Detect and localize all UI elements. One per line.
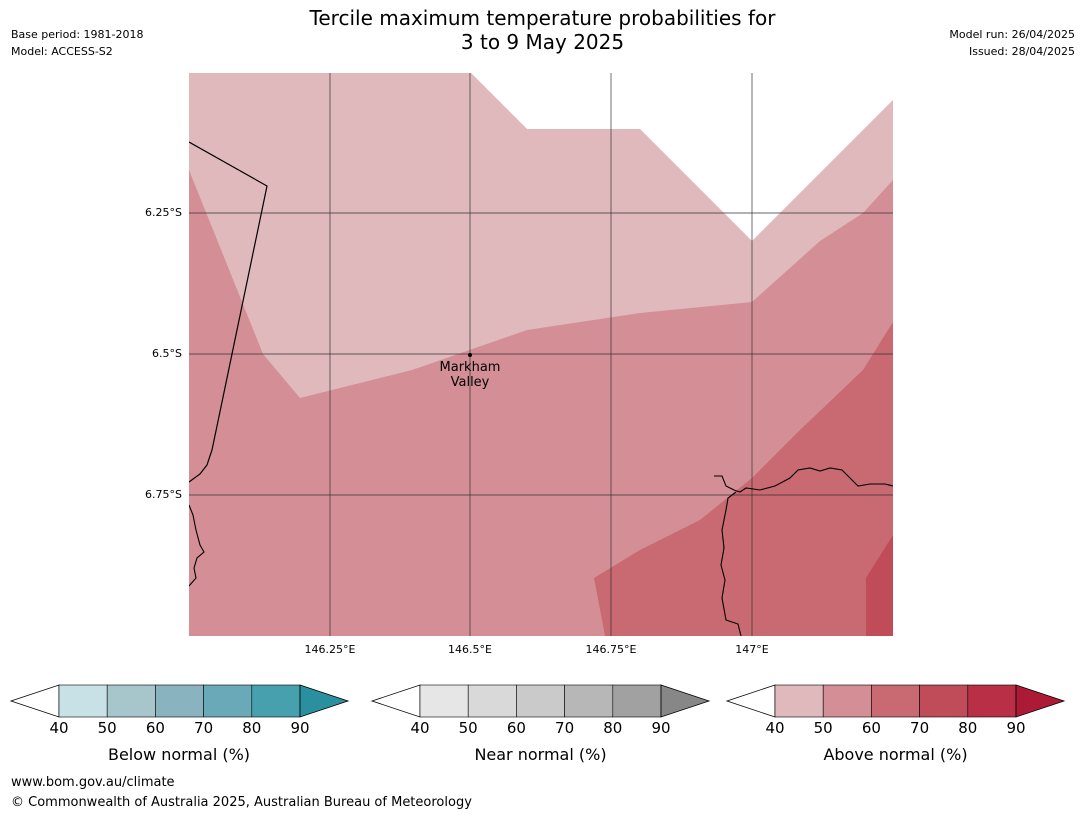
colorbar-tick-label: 90	[651, 719, 671, 737]
colorbar-tick-label: 60	[145, 719, 165, 737]
colorbar-arrow-high	[299, 684, 350, 718]
colorbars	[9, 684, 1066, 718]
map-title: Tercile maximum temperature probabilitie…	[0, 6, 1085, 54]
colorbar-segment	[967, 684, 1017, 718]
copyright-notice: © Commonwealth of Australia 2025, Austra…	[11, 795, 472, 810]
lon-label: 147°E	[735, 643, 769, 656]
lon-label: 146.75°E	[585, 643, 637, 656]
coastline-left	[189, 504, 205, 587]
colorbar-near	[370, 684, 711, 718]
lon-label: 146.25°E	[304, 643, 356, 656]
colorbar-segment	[58, 684, 108, 718]
colorbar-tick-label: 90	[290, 719, 310, 737]
place-label-line-1: Markham	[439, 360, 501, 375]
colorbar-segment	[919, 684, 969, 718]
colorbar-tick-label: 60	[861, 719, 881, 737]
zone-above-70-80	[866, 535, 893, 636]
colorbar-segment	[106, 684, 156, 718]
metadata-right: Model run: 26/04/2025 Issued: 28/04/2025	[949, 26, 1075, 60]
colorbar-above-label: Above normal (%)	[823, 745, 968, 764]
coastline-right	[714, 467, 893, 493]
colorbar-tick-label: 40	[410, 719, 430, 737]
colorbar-segment	[612, 684, 662, 718]
colorbar-below	[9, 684, 350, 718]
zone-no-data	[471, 73, 893, 241]
issued-date: Issued: 28/04/2025	[968, 45, 1075, 58]
location-marker	[468, 353, 472, 357]
coastline-right-south	[720, 491, 742, 636]
colorbar-arrow-low	[370, 684, 421, 718]
colorbar-tick-label: 70	[910, 719, 930, 737]
metadata-left: Base period: 1981-2018 Model: ACCESS-S2	[11, 26, 143, 60]
colorbar-tick-label: 80	[958, 719, 978, 737]
lat-label: 6.25°S	[145, 206, 182, 219]
colorbar-tick-label: 80	[242, 719, 262, 737]
colorbar-tick-label: 40	[765, 719, 785, 737]
model-name: Model: ACCESS-S2	[11, 45, 113, 58]
place-label-line-2: Valley	[450, 375, 490, 390]
model-run: Model run: 26/04/2025	[949, 28, 1075, 41]
base-period: Base period: 1981-2018	[11, 28, 144, 41]
colorbar-segment	[822, 684, 872, 718]
colorbar-segment	[564, 684, 614, 718]
colorbar-segment	[467, 684, 517, 718]
colorbar-tick-label: 70	[194, 719, 214, 737]
colorbar-tick-label: 90	[1006, 719, 1026, 737]
title-line-1: Tercile maximum temperature probabilitie…	[309, 6, 776, 30]
colorbar-arrow-high	[1015, 684, 1066, 718]
zone-above-40-50	[189, 73, 893, 398]
colorbar-segment	[251, 684, 301, 718]
colorbar-near-label: Near normal (%)	[474, 745, 607, 764]
border-line	[189, 141, 268, 483]
lat-label: 6.75°S	[145, 488, 182, 501]
colorbar-arrow-high	[660, 684, 711, 718]
colorbar-segment	[871, 684, 920, 718]
colorbar-tick-label: 50	[458, 719, 478, 737]
lat-label: 6.5°S	[152, 347, 182, 360]
lon-label: 146.5°E	[448, 643, 492, 656]
colorbar-segment	[516, 684, 565, 718]
zone-above-60-70	[594, 322, 893, 636]
colorbar-tick-label: 70	[555, 719, 575, 737]
title-line-2: 3 to 9 May 2025	[460, 30, 625, 54]
colorbar-segment	[774, 684, 824, 718]
colorbar-above	[725, 684, 1066, 718]
colorbar-tick-label: 50	[813, 719, 833, 737]
colorbar-segment	[155, 684, 204, 718]
colorbar-tick-label: 40	[49, 719, 69, 737]
colorbar-tick-label: 50	[97, 719, 117, 737]
colorbar-arrow-low	[9, 684, 60, 718]
place-label: Markham Valley	[420, 360, 520, 390]
colorbar-tick-label: 60	[506, 719, 526, 737]
colorbar-segment	[419, 684, 469, 718]
website-link[interactable]: www.bom.gov.au/climate	[11, 775, 175, 790]
colorbar-segment	[203, 684, 253, 718]
colorbar-tick-label: 80	[603, 719, 623, 737]
colorbar-below-label: Below normal (%)	[107, 745, 251, 764]
colorbar-arrow-low	[725, 684, 776, 718]
